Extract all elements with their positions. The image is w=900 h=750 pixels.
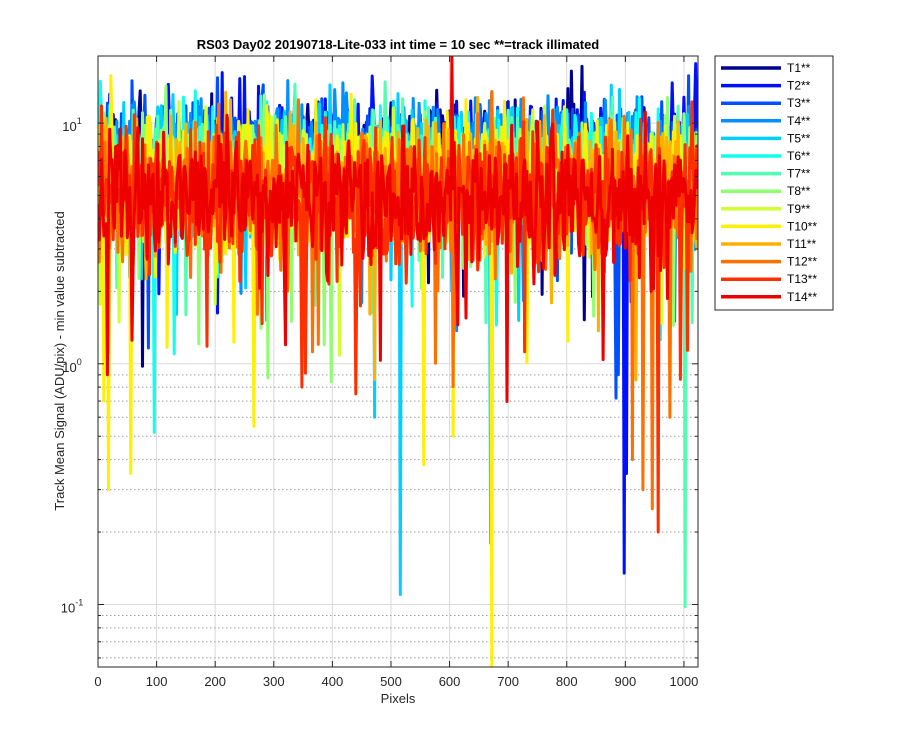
- x-tick-label: 1000: [669, 674, 698, 689]
- y-tick-base: 10: [62, 360, 76, 375]
- x-tick-label: 700: [497, 674, 519, 689]
- y-tick-label: 10-1: [61, 598, 83, 616]
- x-tick-label: 600: [439, 674, 461, 689]
- x-tick-label: 900: [614, 674, 636, 689]
- legend-box: [714, 55, 834, 311]
- x-axis-label: Pixels: [381, 691, 416, 706]
- y-tick-label: 100: [62, 357, 81, 375]
- legend-entry: T5**: [787, 131, 811, 145]
- legend: T1** T2** T3** T4** T5** T6** T7** T8** T9** T10*…: [714, 55, 834, 311]
- y-tick-base: 10: [61, 601, 75, 616]
- x-tick-label: 200: [204, 674, 226, 689]
- axis-ticks: 0 100 200 300 400 500 600 700 800 900 100010-11001…: [61, 56, 698, 689]
- y-axis-label: Track Mean Signal (ADU/pix) - min value …: [52, 211, 67, 510]
- x-tick-label: 100: [146, 674, 168, 689]
- legend-entry: T1**: [787, 61, 811, 75]
- legend-entry: T12**: [787, 255, 817, 269]
- y-tick-exponent: -1: [75, 598, 83, 608]
- y-tick-exponent: 0: [77, 357, 82, 367]
- legend-entry: T4**: [787, 114, 811, 128]
- chart-title: RS03 Day02 20190718-Lite-033 int time = …: [197, 37, 600, 52]
- legend-entry: T13**: [787, 272, 817, 286]
- series-lines: [98, 56, 698, 667]
- legend-entry: T9**: [787, 202, 811, 216]
- y-tick-label: 101: [62, 116, 81, 134]
- x-tick-label: 500: [380, 674, 402, 689]
- x-tick-label: 300: [263, 674, 285, 689]
- legend-entry: T14**: [787, 290, 817, 304]
- legend-entry: T2**: [787, 79, 811, 93]
- plot-frame: [97, 55, 699, 668]
- x-tick-label: 800: [556, 674, 578, 689]
- x-tick-label: 400: [322, 674, 344, 689]
- legend-entry: T11**: [787, 237, 816, 251]
- series-line-T14: [98, 56, 698, 403]
- legend-entry: T8**: [787, 184, 811, 198]
- legend-entry: T10**: [787, 219, 817, 233]
- y-tick-exponent: 1: [77, 116, 82, 126]
- y-tick-base: 10: [62, 119, 76, 134]
- x-tick-label: 0: [94, 674, 101, 689]
- legend-entry: T7**: [787, 167, 811, 181]
- legend-entry: T3**: [787, 96, 811, 110]
- legend-entry: T6**: [787, 149, 811, 163]
